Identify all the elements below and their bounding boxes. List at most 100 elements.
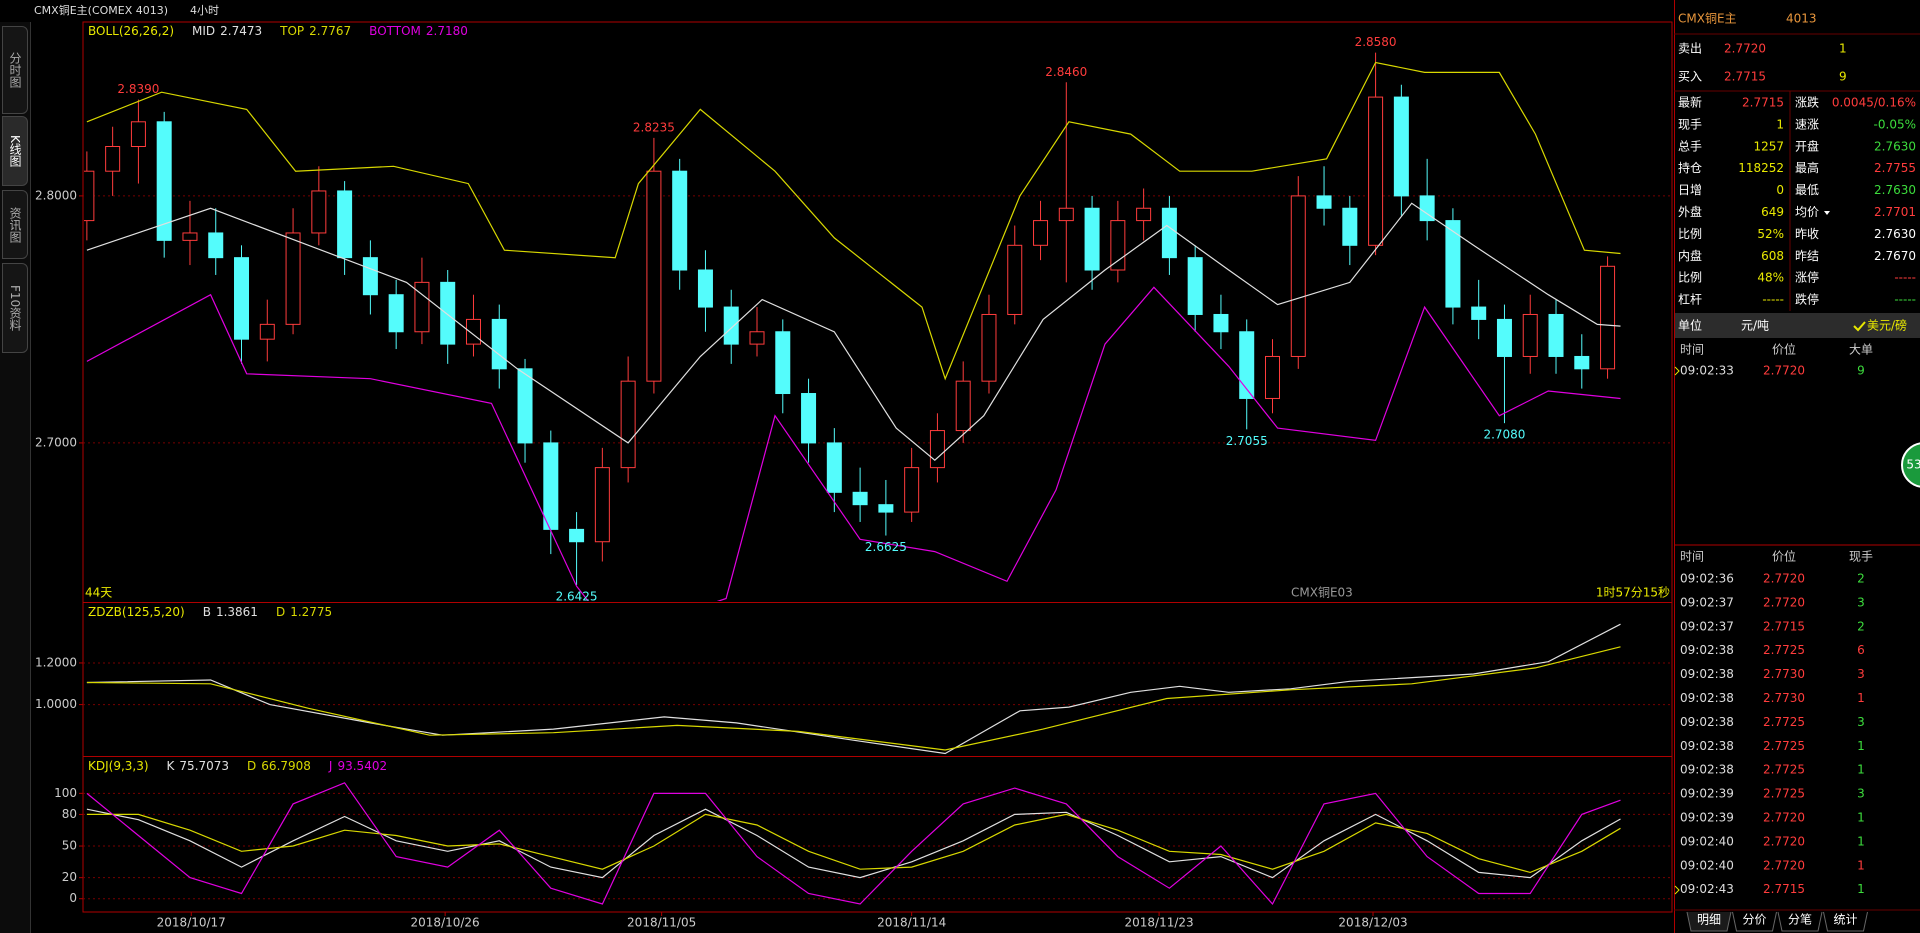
y-tick-label: 0 — [69, 891, 77, 905]
row-qty: 3 — [1857, 595, 1865, 609]
top-bar: CMX铜E主(COMEX 4013) 4小时 — [0, 0, 1673, 21]
stat-label: 杠杆 — [1678, 292, 1702, 307]
candle-body — [1136, 207, 1152, 222]
price-annotation: 2.6625 — [865, 540, 907, 554]
indicator-line — [86, 782, 1621, 906]
table-header: 时间 — [1680, 343, 1704, 357]
check-icon — [1853, 321, 1866, 332]
stat-label: 均价 — [1795, 205, 1819, 219]
candle-body — [1187, 257, 1203, 315]
badge-text[interactable]: 53 — [1906, 458, 1920, 472]
period-select[interactable]: 4小时 — [190, 4, 219, 17]
stat-value: 2.7630 — [1874, 183, 1916, 197]
bottom-tab[interactable]: 统计 — [1833, 913, 1857, 927]
dropdown-icon[interactable] — [1824, 211, 1830, 215]
candle-body — [130, 121, 146, 147]
candle-body — [1548, 313, 1564, 357]
table-header: 时间 — [1680, 550, 1704, 564]
y-tick-label: 20 — [62, 870, 77, 884]
row-price: 2.7720 — [1763, 572, 1805, 586]
quote-code: 4013 — [1786, 12, 1817, 26]
row-time: 09:02:38 — [1680, 763, 1734, 777]
table-header: 现手 — [1849, 550, 1873, 564]
row-price: 2.7730 — [1763, 691, 1805, 705]
bar-count: 44天 — [85, 586, 112, 600]
indicator-line — [86, 646, 1621, 751]
row-time: 09:02:40 — [1680, 834, 1734, 848]
stat-value: 2.7630 — [1874, 227, 1916, 241]
unit-option[interactable]: 美元/磅 — [1867, 318, 1907, 333]
tab-shape[interactable] — [1686, 911, 1732, 932]
bottom-tab[interactable]: 明细 — [1697, 913, 1721, 927]
indicator-line — [86, 813, 1621, 874]
contract-label: CMX铜E03 — [1291, 585, 1353, 600]
row-qty: 2 — [1857, 572, 1865, 586]
tab-shape[interactable] — [1777, 911, 1823, 932]
nav-tab[interactable]: F10资料 — [2, 263, 28, 353]
legend: BOLL(26,26,2) MID 2.7473 TOP 2.7767 BOTTOM 2.7… — [88, 24, 468, 38]
unit-label: 单位 — [1678, 318, 1702, 333]
legend-title: BOLL(26,26,2) — [88, 24, 174, 38]
candle-body — [259, 323, 275, 340]
stat-value: 2.7715 — [1742, 96, 1784, 110]
candle-body — [955, 380, 971, 432]
row-time: 09:02:37 — [1680, 619, 1734, 633]
price-annotation: 2.8235 — [633, 120, 675, 134]
candle-body — [594, 467, 610, 543]
bottom-tab[interactable]: 分价 — [1742, 913, 1766, 927]
candle-body — [1496, 318, 1512, 357]
candle-body — [1033, 220, 1049, 246]
stat-label: 开盘 — [1795, 138, 1819, 153]
candle-body — [491, 318, 507, 370]
plot — [84, 52, 1621, 601]
candle-body — [156, 121, 172, 241]
bottom-tab[interactable]: 分笔 — [1788, 912, 1812, 927]
stat-label: 比例 — [1678, 271, 1702, 285]
stat-value: 2.7630 — [1874, 139, 1916, 153]
candle-body — [517, 368, 533, 444]
stat-label: 总手 — [1678, 139, 1702, 153]
row-price: 2.7725 — [1763, 643, 1805, 657]
legend-value: 2.7767 — [309, 24, 351, 38]
row-marker — [1674, 885, 1680, 895]
nav-tab[interactable]: 资讯图 — [2, 190, 28, 259]
candle-body — [749, 331, 765, 345]
table-header: 价位 — [1772, 342, 1796, 357]
y-tick-label: 1.0000 — [35, 697, 77, 711]
plot — [86, 782, 1621, 906]
panel-bg — [1674, 0, 1920, 933]
candle-body — [1600, 265, 1616, 370]
price-annotation: 2.8580 — [1355, 35, 1397, 49]
stat-label: 比例 — [1678, 227, 1702, 241]
candle-body — [1110, 220, 1126, 271]
nav-tab[interactable]: K线图 — [2, 116, 28, 186]
row-qty: 9 — [1857, 364, 1865, 378]
unit-option[interactable]: 元/吨 — [1741, 319, 1769, 333]
legend-value: 2.7180 — [426, 24, 468, 38]
badge[interactable] — [1901, 442, 1920, 488]
nav-tab[interactable]: 分时图 — [2, 26, 28, 114]
legend-name: D — [247, 759, 256, 773]
candle-body — [697, 269, 713, 308]
stat-label: 现手 — [1678, 117, 1702, 131]
tab-shape[interactable] — [1823, 911, 1868, 932]
row-qty: 3 — [1857, 667, 1865, 681]
candle-body — [440, 281, 456, 345]
row-qty: 1 — [1857, 739, 1865, 753]
symbol-title[interactable]: CMX铜E主(COMEX 4013) — [34, 4, 169, 17]
book-price: 2.7720 — [1724, 42, 1766, 56]
table-header: 大单 — [1849, 343, 1873, 357]
chart-area: 2.8000 2.7000 2.8390 2.8235 2.8460 2.8580 2.64… — [35, 21, 1673, 930]
tab-shape[interactable] — [1732, 911, 1777, 932]
book-qty: 1 — [1839, 42, 1847, 56]
candle-body — [1007, 244, 1023, 315]
stat-label: 内盘 — [1678, 248, 1702, 263]
legend: KDJ(9,3,3) K 75.7073 D 66.7908 J 93.5402 — [88, 759, 387, 773]
legend-name: K — [167, 759, 176, 773]
candle-body — [362, 257, 378, 296]
price-annotation: 2.8390 — [117, 82, 159, 96]
countdown: 1时57分15秒 — [1596, 586, 1670, 600]
stat-label: 跌停 — [1795, 292, 1819, 307]
x-tick-label: 2018/10/17 — [157, 916, 226, 930]
